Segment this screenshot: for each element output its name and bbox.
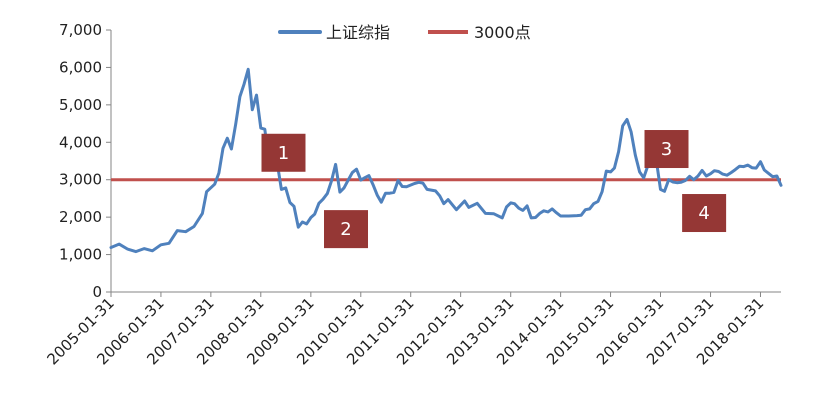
y-tick-label: 6,000 xyxy=(59,58,102,76)
annotation-label-4: 4 xyxy=(698,203,709,224)
x-axis: 2005-01-312006-01-312007-01-312008-01-31… xyxy=(43,291,781,368)
y-tick-label: 5,000 xyxy=(59,96,102,114)
y-axis: 0 1,000 2,000 3,000 4,000 5,000 6,000 7,000 xyxy=(59,21,112,301)
legend: 上证综指 3000点 xyxy=(278,23,531,42)
annotation-badge-1 xyxy=(261,133,306,172)
annotation-label-1: 1 xyxy=(278,143,289,164)
annotation-badge-2 xyxy=(324,210,369,249)
y-tick-label: 3,000 xyxy=(59,171,102,189)
annotation-label-3: 3 xyxy=(661,139,672,160)
annotation-badge-4 xyxy=(682,194,727,233)
legend-label-shanghai-composite: 上证综指 xyxy=(326,23,390,42)
annotations: 1 2 3 4 xyxy=(261,130,727,249)
annotation-label-2: 2 xyxy=(340,219,351,240)
y-tick-label: 4,000 xyxy=(59,133,102,151)
series-line-shanghai-composite xyxy=(109,67,783,254)
y-tick-label: 1,000 xyxy=(59,246,102,264)
legend-label-3000-line: 3000点 xyxy=(474,23,531,42)
annotation-badge-3 xyxy=(644,130,689,169)
y-tick-label: 2,000 xyxy=(59,208,102,226)
y-tick-label: 0 xyxy=(92,283,102,301)
y-tick-label: 7,000 xyxy=(59,21,102,39)
plot-area xyxy=(109,67,783,254)
